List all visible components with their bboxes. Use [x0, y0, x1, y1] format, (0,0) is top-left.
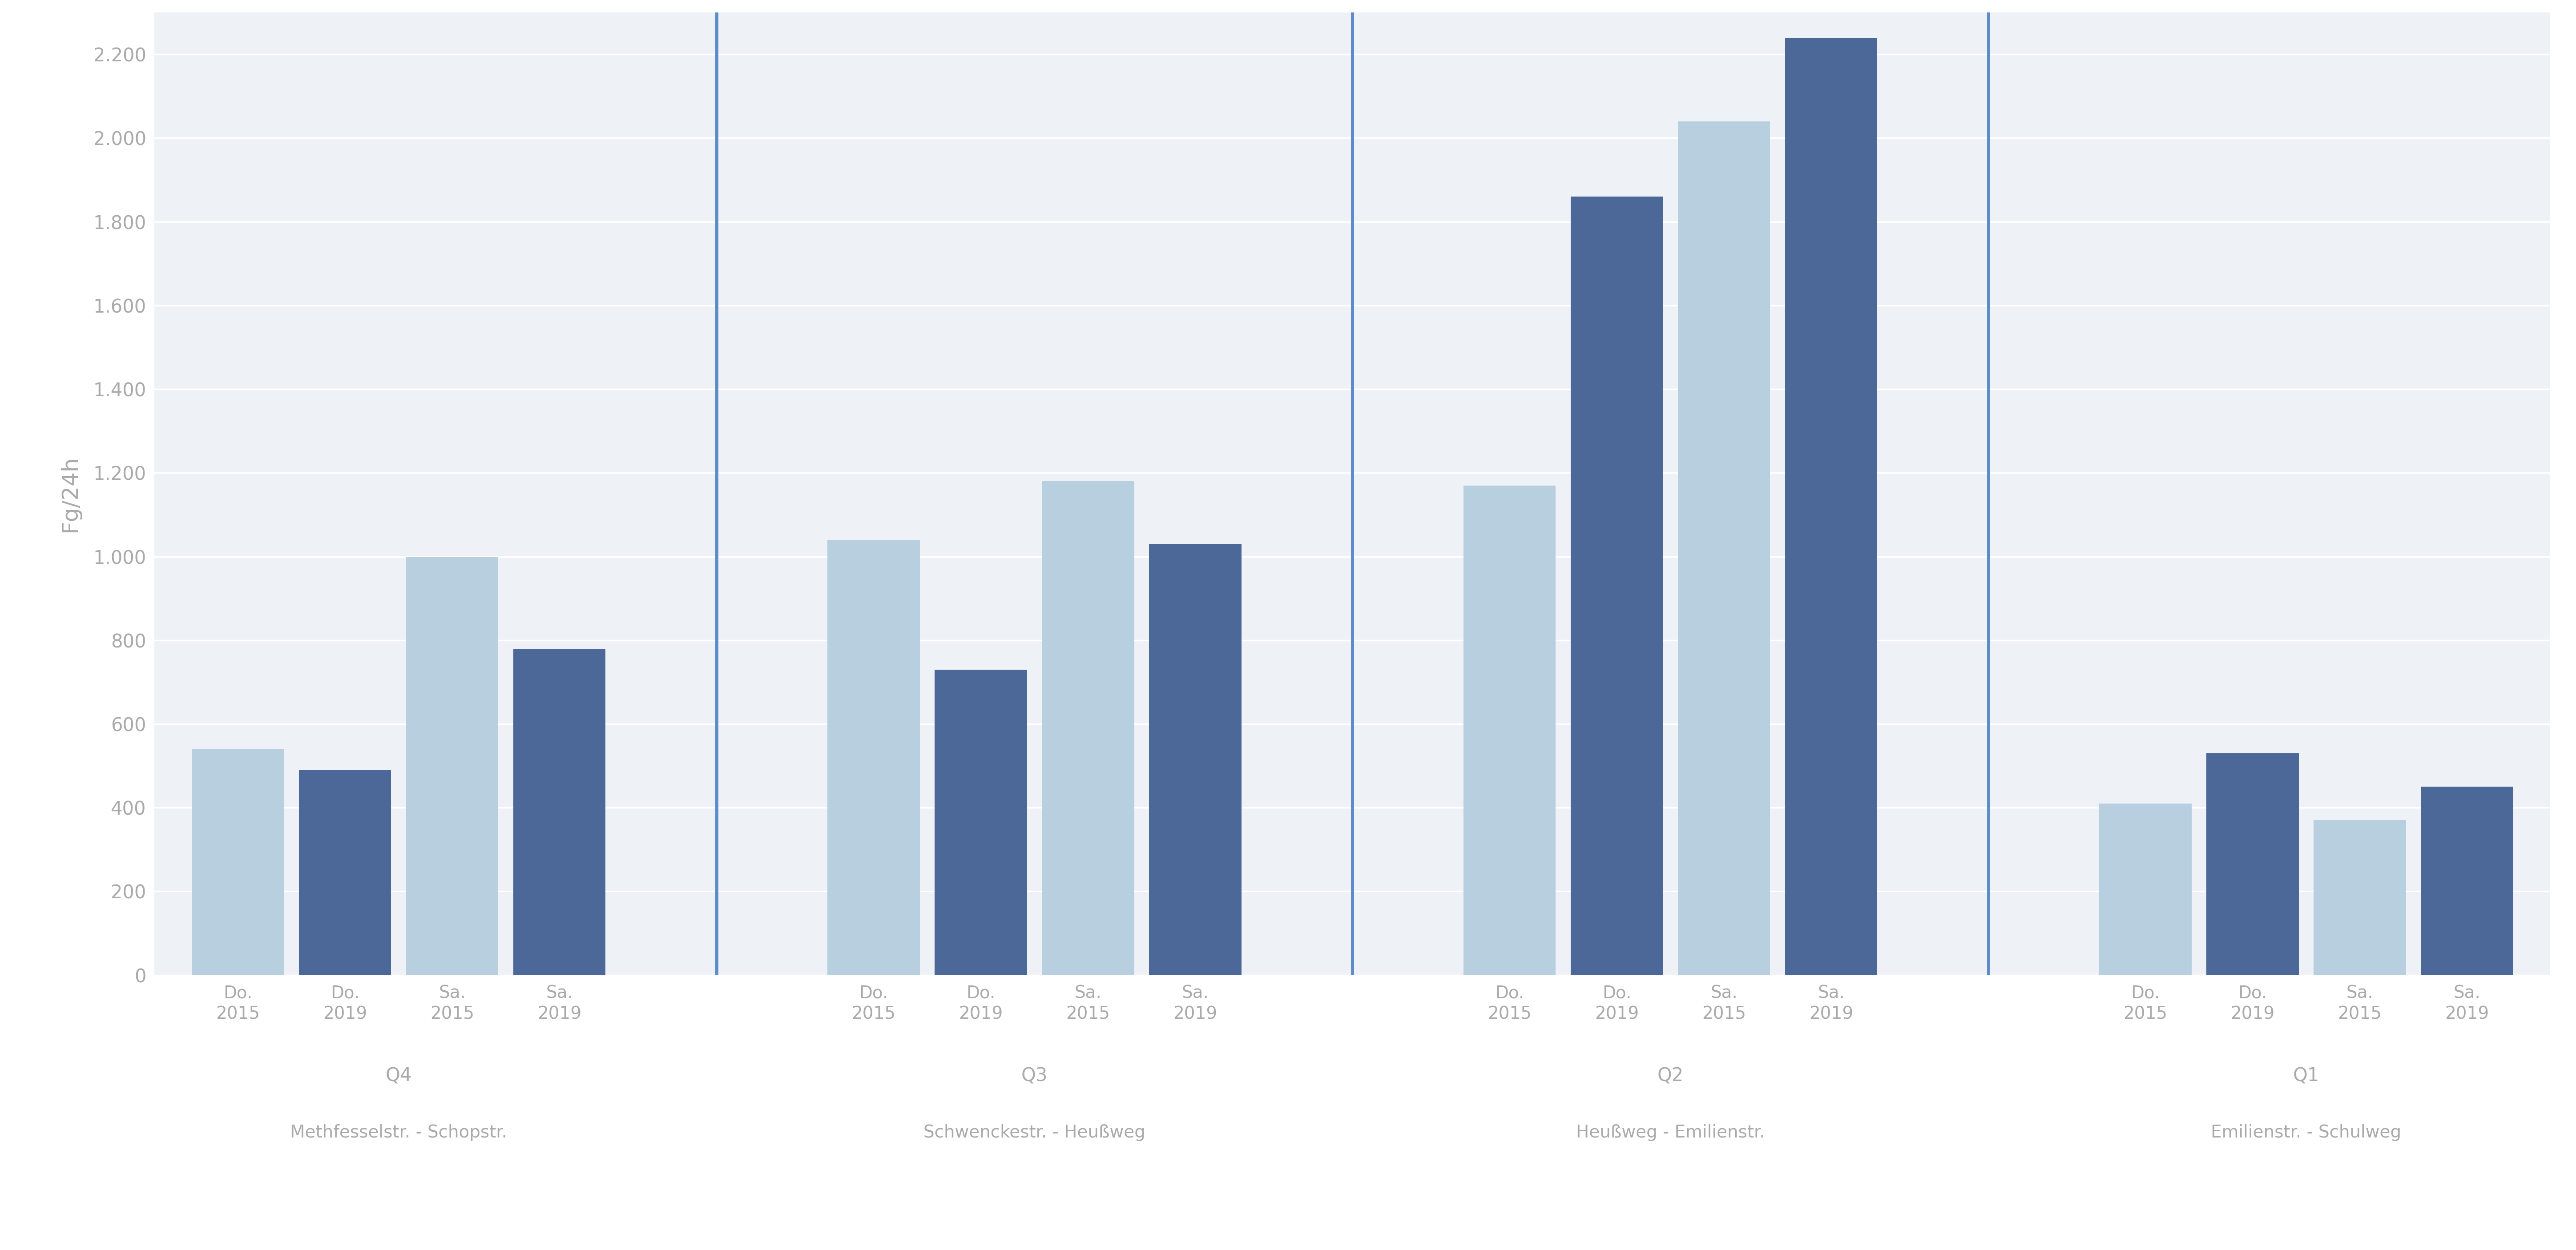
Bar	[1571, 196, 1664, 975]
Text: Heußweg - Emilienstr.: Heußweg - Emilienstr.	[1577, 1124, 1765, 1141]
Y-axis label: Fg/24h: Fg/24h	[59, 455, 80, 532]
Text: Methfesselstr. - Schopstr.: Methfesselstr. - Schopstr.	[291, 1124, 507, 1141]
Bar	[1149, 544, 1242, 975]
Text: Q4: Q4	[386, 1066, 412, 1085]
Bar	[1463, 485, 1556, 975]
Bar	[513, 649, 605, 975]
Bar	[1677, 121, 1770, 975]
Bar	[2313, 820, 2406, 975]
Text: Schwenckestr. - Heußweg: Schwenckestr. - Heußweg	[925, 1124, 1146, 1141]
Text: Emilienstr. - Schulweg: Emilienstr. - Schulweg	[2210, 1124, 2401, 1141]
Text: Q3: Q3	[1020, 1066, 1048, 1085]
Bar	[2421, 786, 2514, 975]
Bar	[1041, 481, 1133, 975]
Text: Q1: Q1	[2293, 1066, 2318, 1085]
Bar	[191, 749, 283, 975]
Bar	[1785, 38, 1878, 975]
Text: Q2: Q2	[1656, 1066, 1685, 1085]
Bar	[407, 556, 497, 975]
Bar	[2099, 804, 2192, 975]
Bar	[935, 670, 1028, 975]
Bar	[299, 770, 392, 975]
Bar	[2208, 754, 2298, 975]
Bar	[827, 540, 920, 975]
